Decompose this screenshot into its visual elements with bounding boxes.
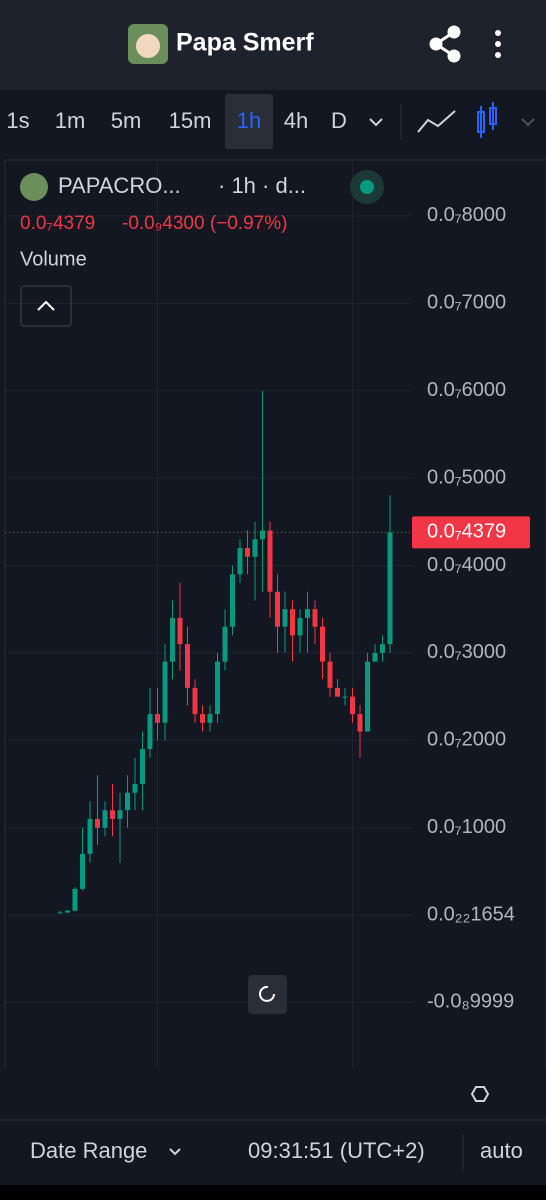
interval-button[interactable]: D xyxy=(331,108,347,133)
line-style-button[interactable] xyxy=(417,110,456,133)
settings-button[interactable] xyxy=(470,1086,490,1102)
candle-body xyxy=(170,617,175,662)
legend-price: 0.0₇4379 xyxy=(20,213,95,234)
interval-dropdown[interactable] xyxy=(369,118,383,127)
y-tick-label: 0.0₇3000 xyxy=(427,641,506,663)
y-tick-label: 0.0₇4000 xyxy=(427,554,506,576)
candle-body xyxy=(185,644,190,688)
candle-body xyxy=(305,609,310,618)
candle-body xyxy=(365,661,370,732)
app-header xyxy=(0,0,546,90)
candle-body xyxy=(207,714,213,723)
candle-body xyxy=(327,661,333,688)
candle-body xyxy=(155,714,160,723)
candle-body xyxy=(252,539,258,557)
y-tick-label: 0.0₇1000 xyxy=(427,816,506,838)
interval-button[interactable]: 5m xyxy=(111,108,142,133)
active-interval-bg xyxy=(225,94,273,149)
style-dropdown[interactable] xyxy=(521,118,535,127)
candle-body xyxy=(282,609,288,627)
candle-body xyxy=(320,626,325,662)
symbol-icon xyxy=(20,173,48,201)
candle-body xyxy=(200,714,205,723)
candle-body xyxy=(80,853,85,889)
candle-body xyxy=(125,792,130,811)
candle-body xyxy=(350,696,355,715)
interval-button[interactable]: 15m xyxy=(169,108,212,133)
candle-body xyxy=(215,661,220,715)
collapse-button[interactable] xyxy=(20,285,72,327)
date-range[interactable]: Date Range xyxy=(30,1138,147,1163)
candle-body xyxy=(95,818,100,828)
candle-body xyxy=(140,749,145,784)
candle-body xyxy=(245,548,250,557)
status-dot xyxy=(360,180,374,194)
interval-button[interactable]: 4h xyxy=(284,108,308,133)
y-tick-label: 0.0₂₂1654 xyxy=(427,903,515,925)
candle-body xyxy=(65,910,70,913)
reset-button[interactable] xyxy=(248,975,287,1014)
candle-body xyxy=(192,687,198,715)
date-range-chevron xyxy=(169,1148,181,1156)
time: 09:31:51 (UTC+2) xyxy=(248,1138,425,1163)
y-tick-label: 0.0₇2000 xyxy=(427,729,506,751)
nav-bar xyxy=(0,1185,546,1200)
candle-body xyxy=(372,652,378,662)
candle-body xyxy=(230,574,235,627)
candle-body xyxy=(110,810,115,819)
candle-body xyxy=(260,530,265,540)
candle-body xyxy=(342,696,348,698)
candle-body xyxy=(57,912,63,914)
candle-body xyxy=(147,714,153,750)
y-tick-label: 0.0₇7000 xyxy=(427,292,506,314)
candle-style-button[interactable] xyxy=(477,102,497,138)
symbol: PAPACRO... xyxy=(58,173,181,198)
candle-body xyxy=(297,617,303,636)
last-price-box xyxy=(412,516,530,549)
legend-change: -0.0₉4300 (−0.97%) xyxy=(122,213,287,234)
candle-body xyxy=(380,644,385,653)
candle-body xyxy=(290,609,295,636)
chart-panel xyxy=(4,159,546,1121)
candle-body xyxy=(177,617,183,645)
collapse-icon xyxy=(37,300,55,311)
candle-body xyxy=(275,591,280,627)
volume-label: Volume xyxy=(20,248,87,270)
candle-body xyxy=(102,810,108,828)
candle-body xyxy=(132,783,138,793)
y-tick-label: 0.0₇6000 xyxy=(427,379,506,401)
candle-body xyxy=(237,548,243,575)
reset-icon xyxy=(259,985,275,1002)
candle-body xyxy=(312,609,318,627)
y-tick-label: 0.0₇8000 xyxy=(427,204,506,226)
time-axis xyxy=(0,1068,546,1120)
candle-body xyxy=(267,530,273,592)
scale-mode[interactable]: auto xyxy=(480,1138,523,1163)
share-button[interactable] xyxy=(429,25,461,63)
candle-body xyxy=(387,532,393,645)
candle-body xyxy=(87,818,93,854)
y-tick-label: -0.0₈9999 xyxy=(427,991,514,1013)
y-tick-label: 0.0₇5000 xyxy=(427,466,506,488)
candle-body xyxy=(222,626,228,662)
candle-body xyxy=(117,810,123,819)
candle-body xyxy=(335,687,340,697)
avatar-face xyxy=(136,34,160,58)
last-price-label: 0.0₇4379 xyxy=(427,521,506,543)
candle-body xyxy=(357,714,363,732)
candle-body xyxy=(72,888,78,911)
interval-button[interactable]: 1h xyxy=(237,108,261,133)
title: Papa Smerf xyxy=(176,29,314,57)
interval-text: · 1h · d... xyxy=(218,173,306,198)
menu-button[interactable] xyxy=(495,30,501,58)
interval-button[interactable]: 1m xyxy=(55,108,86,133)
candle-body xyxy=(162,661,168,723)
interval-button[interactable]: 1s xyxy=(6,108,29,133)
